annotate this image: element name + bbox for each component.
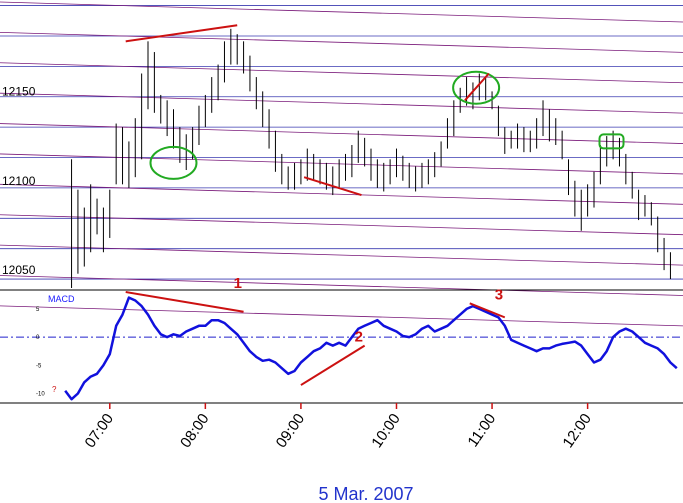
date-label: 5 Mar. 2007 bbox=[318, 484, 413, 503]
price-sloping-line bbox=[0, 305, 683, 327]
price-sloping-line bbox=[0, 275, 683, 296]
price-sloping-line bbox=[0, 123, 683, 144]
macd-y-tick-label: -10 bbox=[36, 392, 45, 398]
price-circle-marker bbox=[452, 70, 501, 105]
macd-annotation-label: 2 bbox=[355, 329, 363, 346]
macd-title: MACD bbox=[48, 294, 75, 304]
price-y-axis: 12150 12100 12050 bbox=[2, 84, 36, 277]
macd-panel: MACD 1 2 3 5 0 -5 -10 ? bbox=[0, 275, 683, 401]
price-sloping-lines bbox=[0, 1, 683, 327]
price-sloping-line bbox=[0, 62, 683, 84]
price-y-tick-label: 12050 bbox=[2, 263, 36, 277]
price-trendline bbox=[303, 176, 362, 197]
macd-series bbox=[64, 296, 678, 401]
price-annotations bbox=[125, 24, 625, 197]
price-sloping-line bbox=[0, 92, 683, 114]
price-sloping-line bbox=[0, 214, 683, 236]
macd-line bbox=[64, 296, 678, 401]
price-circle-marker bbox=[149, 145, 198, 180]
macd-annotation-label: 3 bbox=[495, 286, 503, 303]
price-bars bbox=[71, 28, 671, 288]
macd-trendline bbox=[469, 302, 506, 319]
price-y-tick-label: 12150 bbox=[2, 84, 36, 98]
macd-annotations: 1 2 3 bbox=[125, 275, 506, 386]
macd-y-tick-label: -5 bbox=[36, 363, 42, 369]
macd-y-tick-label: 0 bbox=[36, 335, 40, 341]
price-sloping-line bbox=[0, 31, 683, 53]
price-sloping-line bbox=[0, 183, 683, 205]
macd-marker: ? bbox=[52, 385, 57, 394]
price-sloping-line bbox=[0, 1, 683, 23]
macd-trendline bbox=[300, 344, 366, 386]
price-trendline bbox=[125, 24, 238, 43]
macd-trendline bbox=[125, 291, 244, 313]
macd-y-axis: 5 0 -5 -10 bbox=[36, 307, 45, 398]
price-y-tick-label: 12100 bbox=[2, 174, 36, 188]
price-box-marker bbox=[598, 133, 625, 150]
price-sloping-line bbox=[0, 244, 683, 266]
price-sloping-line bbox=[0, 153, 683, 175]
price-panel: 12150 12100 12050 bbox=[0, 1, 683, 327]
macd-annotation-label: 1 bbox=[234, 275, 242, 292]
price-trendline bbox=[464, 72, 490, 101]
macd-y-tick-label: 5 bbox=[36, 307, 40, 313]
